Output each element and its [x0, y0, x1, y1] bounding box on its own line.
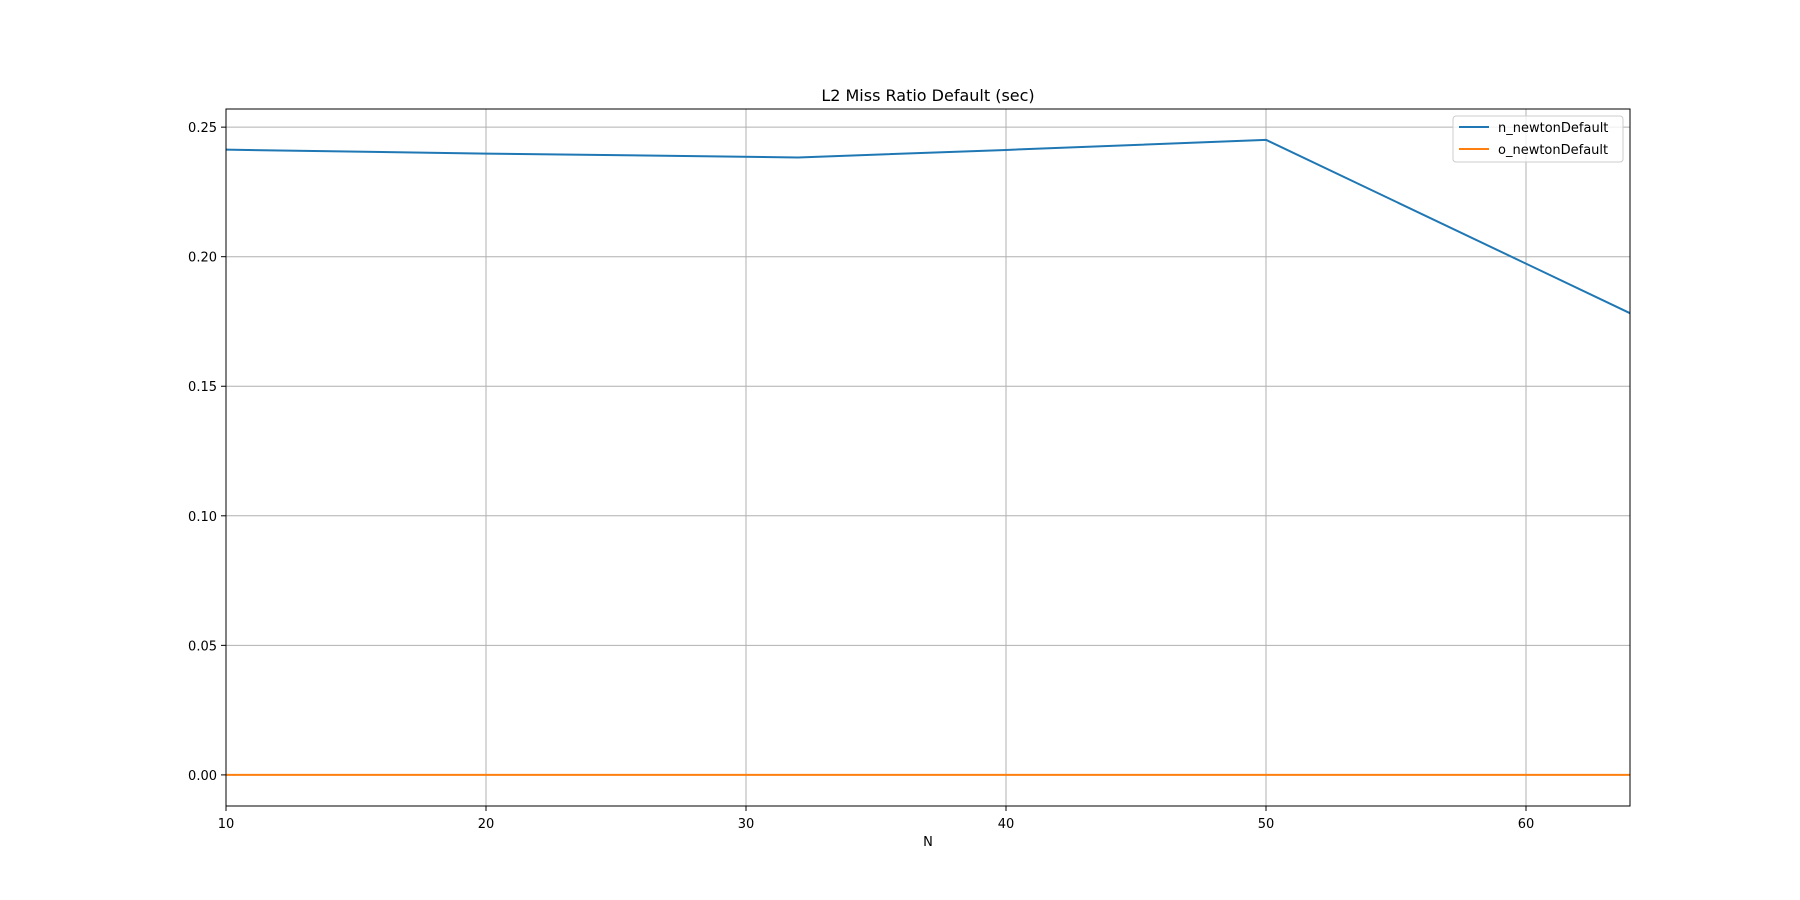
series-line-n-newtonDefault: [225, 138, 1631, 315]
x-tick-label: 10: [218, 817, 235, 832]
x-tick-label: 30: [738, 817, 755, 832]
x-tick-label: 50: [1258, 817, 1275, 832]
plot-frame: [225, 108, 1631, 807]
y-tick-label: 0.20: [188, 251, 217, 266]
x-tick-label: 40: [998, 817, 1015, 832]
legend-frame: [1452, 115, 1624, 163]
legend-label-o-newtonDefault: o_newtonDefault: [1498, 143, 1608, 158]
x-axis-label: N: [923, 835, 933, 850]
y-tick-label: 0.25: [188, 121, 217, 136]
y-tick-label: 0.05: [188, 639, 217, 654]
y-tick-label: 0.00: [188, 769, 217, 784]
x-axis-ticks: 10 20 30 40 50 60: [218, 806, 1535, 832]
y-tick-label: 0.15: [188, 380, 217, 395]
plot-series: [225, 138, 1631, 776]
legend: n_newtonDefault o_newtonDefault: [1452, 115, 1624, 163]
legend-label-n-newtonDefault: n_newtonDefault: [1498, 121, 1608, 136]
y-axis-ticks: 0.00 0.05 0.10 0.15 0.20 0.25: [188, 121, 226, 784]
x-tick-label: 20: [478, 817, 495, 832]
y-tick-label: 0.10: [188, 510, 217, 525]
x-tick-label: 60: [1518, 817, 1535, 832]
chart-title: L2 Miss Ratio Default (sec): [821, 86, 1034, 105]
